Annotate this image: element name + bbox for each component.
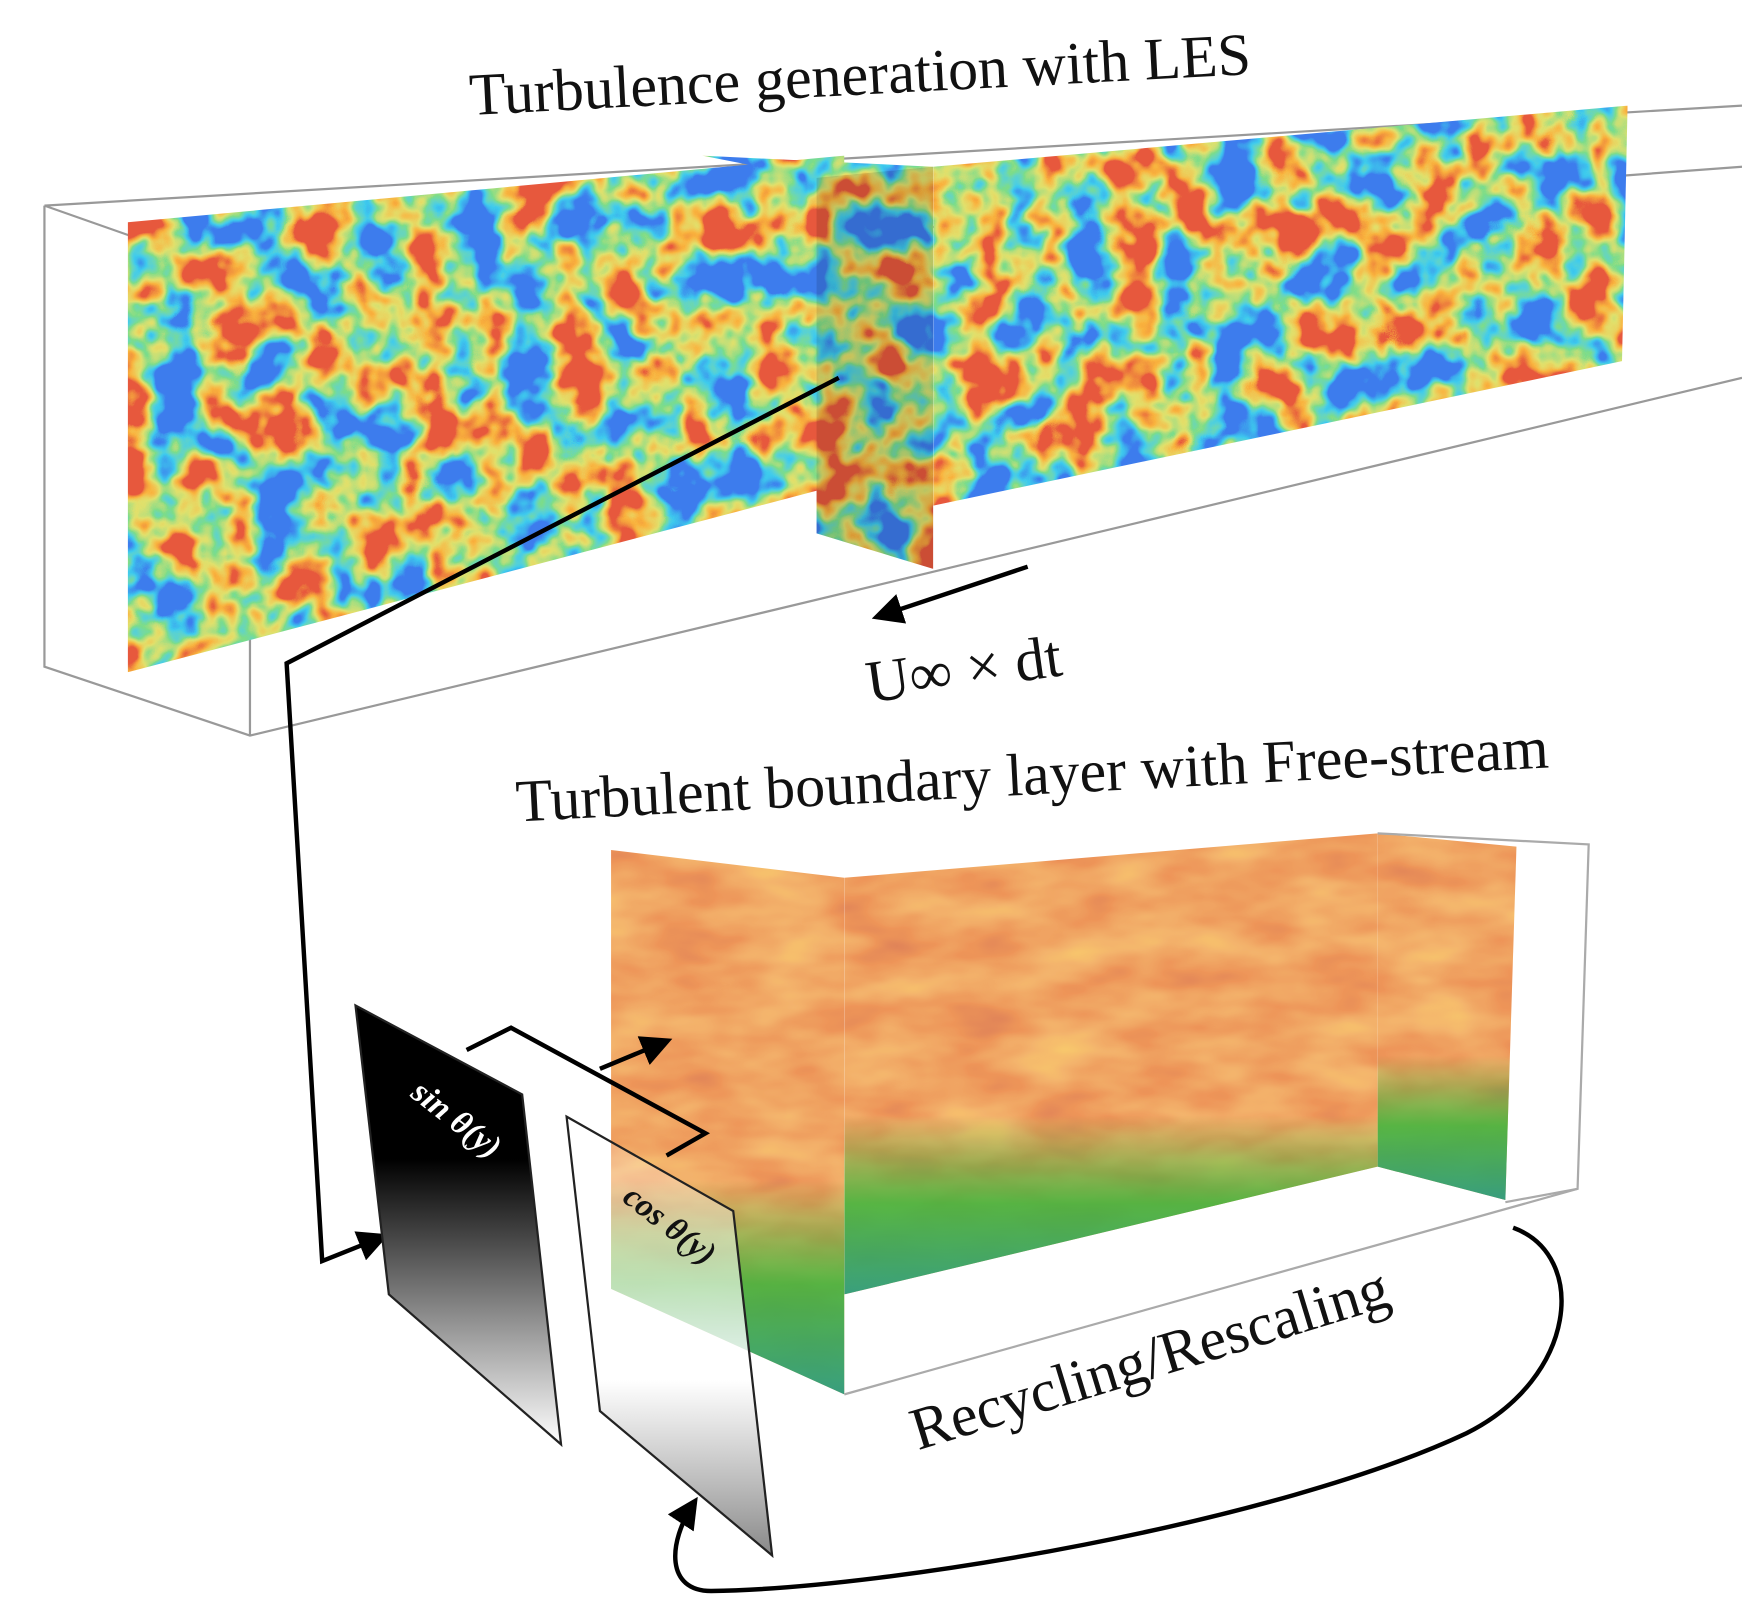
diagram: Turbulence generation with LES U∞ × dt T… <box>0 0 1742 1600</box>
velocity-label: U∞ × dt <box>862 623 1066 716</box>
page: {"labels": { "top_title": "Turbulence ge… <box>0 0 1742 1600</box>
les-field <box>111 89 1644 689</box>
shift-arrow <box>878 567 1028 617</box>
loop-label: Recycling/Rescaling <box>903 1254 1397 1462</box>
top-title: Turbulence generation with LES <box>468 21 1253 128</box>
sin-plate <box>356 1006 562 1445</box>
bottom-title: Turbulent boundary layer with Free-strea… <box>514 714 1550 834</box>
